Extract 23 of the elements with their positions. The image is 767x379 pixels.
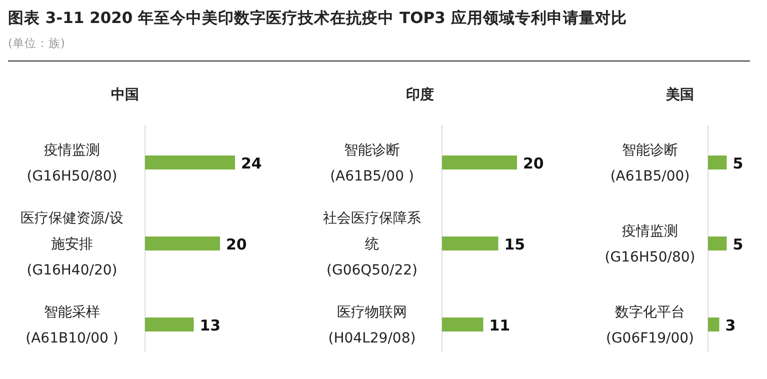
data-label: 20	[523, 154, 544, 172]
y-tick-label: 医疗保健资源/设施安排 (G16H40/20)	[20, 210, 124, 278]
data-label: 20	[226, 236, 247, 254]
text: 图表 3-11 2020 年至今中美印数字医疗技术在抗疫中 TOP3 应用领域专利申请量对比	[8, 8, 627, 27]
text: (单位：族)	[8, 36, 65, 50]
data-label: 15	[504, 236, 526, 254]
y-tick-label: 社会医疗保障系统 (G06Q50/22)	[323, 210, 421, 278]
data-label: 13	[200, 316, 221, 334]
chart-title: 中国	[111, 87, 139, 103]
data-label: 24	[241, 154, 262, 172]
data-label: 5	[732, 154, 744, 172]
data-label: 11	[489, 316, 510, 334]
y-tick-label: 疫情监测 (G16H50/80)	[604, 224, 696, 266]
data-label: 5	[732, 236, 744, 254]
y-tick-label: 智能采样 (A61B10/00 )	[26, 304, 118, 346]
y-tick-label: 疫情监测 (G16H50/80)	[26, 142, 118, 184]
data-label: 3	[725, 316, 736, 334]
y-tick-label: 医疗物联网 (H04L29/08)	[328, 304, 416, 346]
y-tick-label: 智能诊断 (A61B5/00)	[610, 142, 690, 184]
y-tick-label: 数字化平台 (G06F19/00)	[606, 304, 694, 346]
chart-title: 印度	[406, 86, 434, 103]
chart-title: 美国	[665, 86, 694, 103]
y-tick-label: 智能诊断 (A61B5/00 )	[330, 142, 414, 184]
